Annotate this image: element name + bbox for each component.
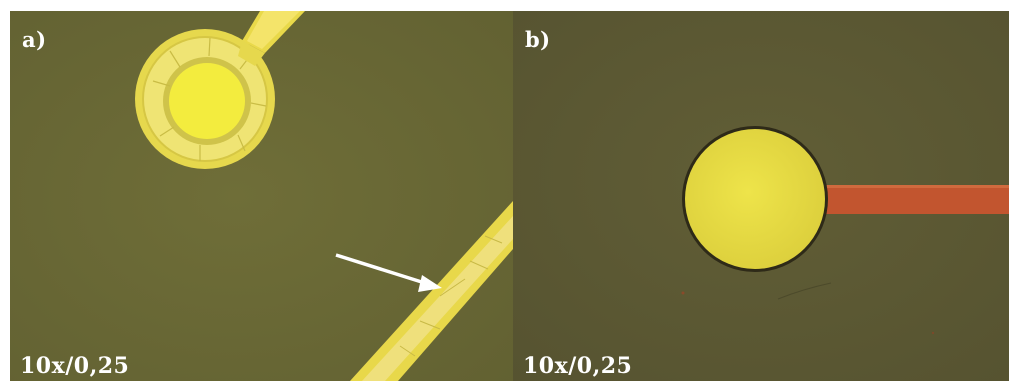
surface-particle (681, 291, 685, 295)
magnification-label-a: 10x/0,25 (20, 353, 130, 379)
arrow-annotation (335, 253, 442, 292)
bond-pad-a (135, 29, 275, 169)
surface-scratch (777, 282, 832, 300)
pad-trace-junction (238, 41, 265, 66)
micrograph-panel-a: a) 10x/0,25 (10, 11, 513, 381)
lower-metal-trace (350, 201, 513, 381)
bond-pad-b (685, 129, 825, 269)
upper-trace-highlight (247, 11, 300, 49)
magnification-label-b: 10x/0,25 (523, 353, 633, 379)
trace-edge-highlight (818, 185, 1009, 188)
copper-trace (818, 185, 1009, 214)
micrograph-b-image (513, 11, 1009, 381)
panel-label-b: b) (525, 27, 551, 52)
surface-particle (931, 331, 935, 335)
panel-label-a: a) (22, 27, 47, 52)
micrograph-panel-b: b) 10x/0,25 (513, 11, 1009, 381)
micrograph-a-image (10, 11, 513, 381)
